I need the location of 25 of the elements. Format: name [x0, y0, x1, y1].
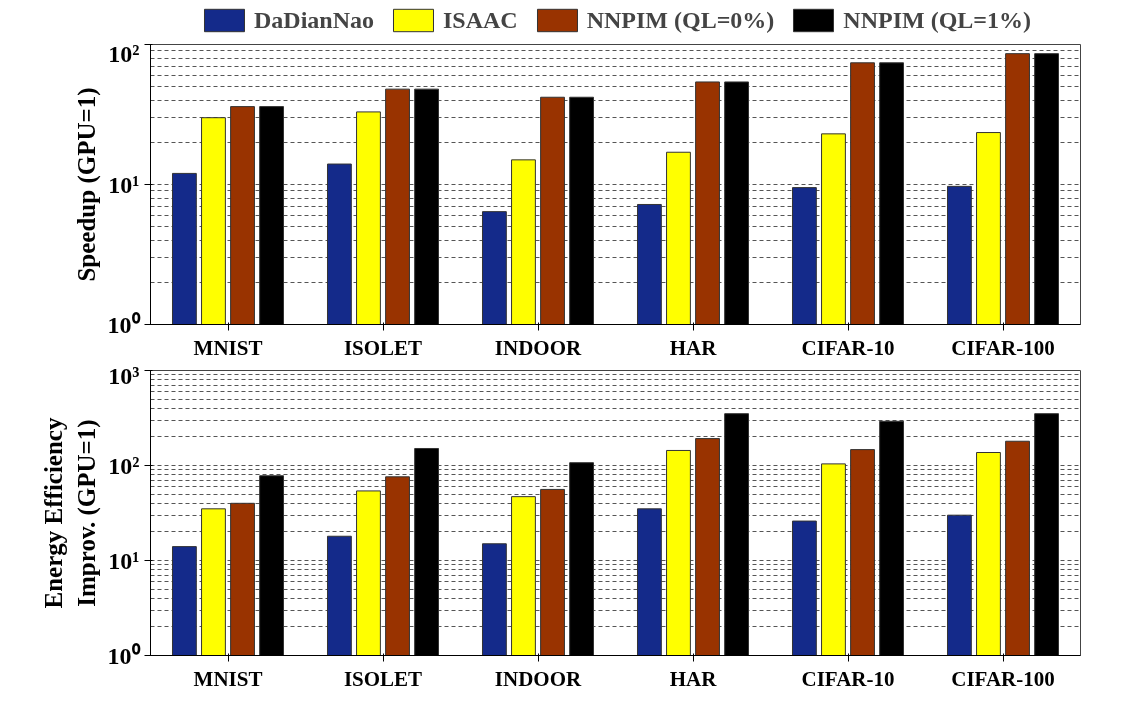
x-tick-label: INDOOR: [494, 666, 582, 691]
y-tick-label: 10⁰: [107, 642, 141, 669]
x-tick-label: ISOLET: [343, 666, 423, 691]
x-tick-label: HAR: [669, 335, 718, 360]
x-tick-label: ISOLET: [343, 335, 423, 360]
x-tick-label: MNIST: [193, 666, 263, 691]
legend-label: NNPIM (QL=0%): [586, 6, 775, 34]
x-tick-label: MNIST: [193, 335, 263, 360]
y-tick-label: 10¹: [108, 547, 140, 574]
x-tick-label: HAR: [669, 666, 718, 691]
y-axis-title: Speedup (GPU=1): [72, 87, 101, 282]
x-tick-label: CIFAR-100: [951, 335, 1055, 360]
x-tick-label: CIFAR-100: [951, 666, 1055, 691]
legend-label: NNPIM (QL=1%): [843, 6, 1032, 34]
x-tick-label: INDOOR: [494, 335, 582, 360]
y-tick-label: 10²: [108, 452, 140, 479]
x-tick-label: CIFAR-10: [801, 335, 895, 360]
y-tick-label: 10³: [108, 362, 140, 389]
legend-label: ISAAC: [443, 6, 518, 34]
x-tick-label: CIFAR-10: [801, 666, 895, 691]
y-tick-label: 10⁰: [107, 311, 141, 338]
y-tick-label: 10²: [108, 40, 140, 67]
y-axis-title: Energy Efficiency Improv. (GPU=1): [40, 417, 101, 609]
legend-label: DaDianNao: [253, 6, 375, 34]
y-tick-label: 10¹: [108, 171, 140, 198]
